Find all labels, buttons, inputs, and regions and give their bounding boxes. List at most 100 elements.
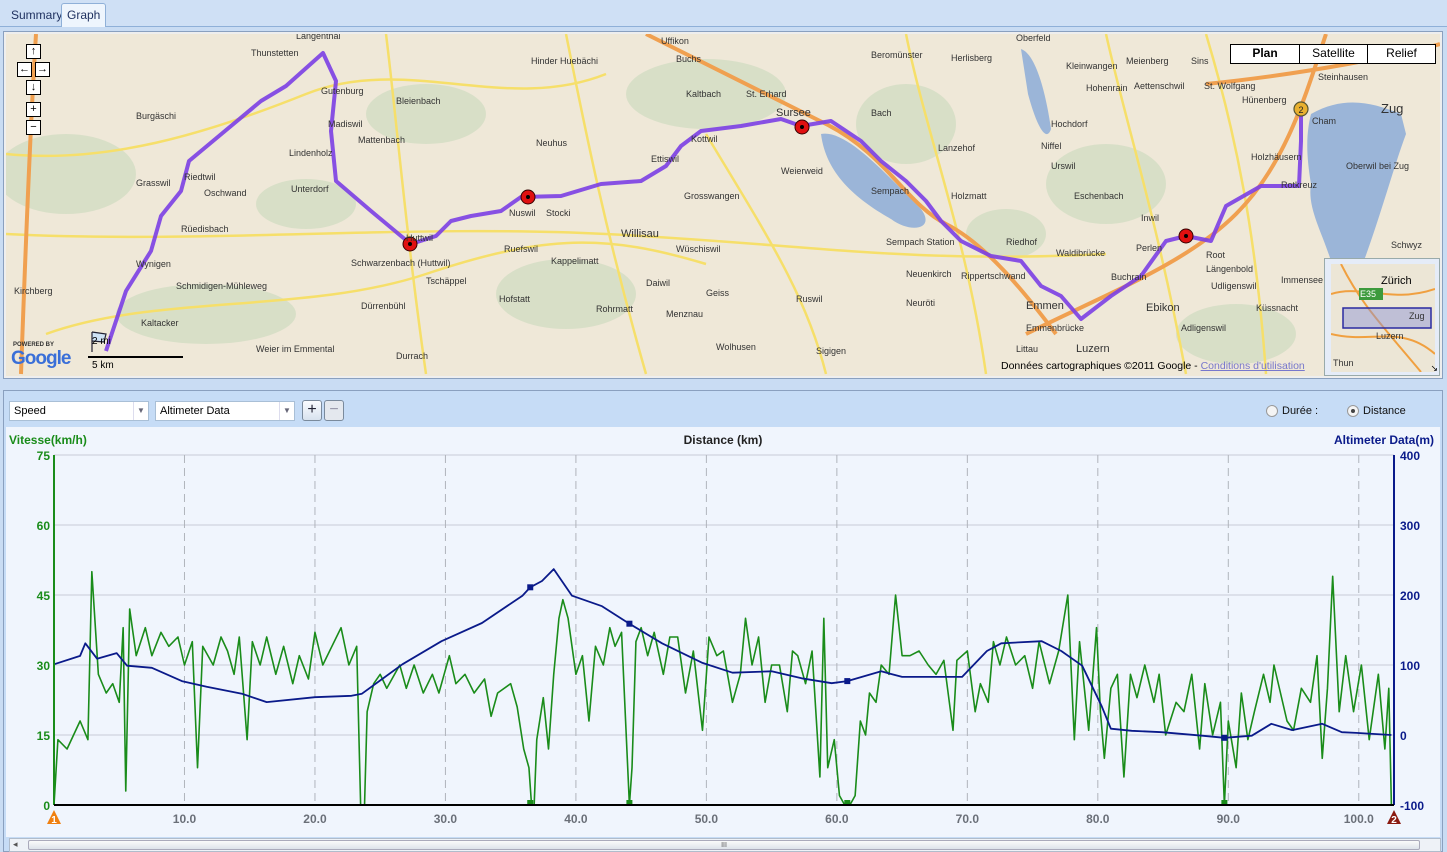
place-label: Küssnacht (1256, 303, 1299, 313)
place-label: St. Wolfgang (1204, 81, 1255, 91)
y-left-tick-label: 45 (37, 589, 51, 603)
place-label: Durrach (396, 351, 428, 361)
place-label: Udligenswil (1211, 281, 1257, 291)
overview-label: Luzern (1376, 331, 1404, 341)
place-label: Sempach Station (886, 237, 955, 247)
map-type-plan-button[interactable]: Plan (1252, 46, 1278, 60)
x-tick-label: 10.0 (173, 812, 197, 826)
remove-series-button[interactable]: − (324, 400, 344, 421)
forest-area (966, 209, 1046, 259)
place-label: Neuhus (536, 138, 568, 148)
pan-up-icon[interactable]: ↑ (26, 44, 41, 59)
lake-baldegg (1021, 49, 1051, 135)
map-type-satellite-button[interactable]: Satellite (1299, 45, 1367, 63)
place-label: Sins (1191, 56, 1209, 66)
place-label: Rüedisbach (181, 224, 229, 234)
terms-link[interactable]: Conditions d'utilisation (1200, 360, 1305, 372)
road (6, 72, 607, 158)
horizontal-scrollbar[interactable]: ◂ III (9, 838, 1441, 852)
stop-marker (844, 800, 851, 806)
place-label: Adligenswil (1181, 323, 1226, 333)
place-label: St. Erhard (746, 89, 787, 99)
chart-title: Distance (km) (684, 433, 763, 447)
tab-bar: Summary Graph (0, 0, 1447, 27)
place-label: Eschenbach (1074, 191, 1124, 201)
highway (1025, 34, 1328, 336)
place-label: Cham (1312, 116, 1336, 126)
y-right-tick-label: -100 (1400, 799, 1424, 813)
highway (19, 34, 38, 375)
map-canvas[interactable]: 2 Langenthal Thunstetten Burgäschi Riedtwil G… (6, 34, 1440, 376)
highway (645, 34, 1058, 336)
pan-left-icon[interactable]: ← (17, 62, 32, 77)
map-panel: 2 Langenthal Thunstetten Burgäschi Riedtwil G… (3, 31, 1443, 379)
overview-label: Zug (1409, 311, 1425, 321)
place-label: Wynigen (136, 259, 171, 269)
start-marker-label: 1 (51, 815, 57, 826)
forest-area (1046, 144, 1166, 224)
road (1104, 34, 1188, 375)
overview-label: Thun (1333, 358, 1354, 368)
overview-label: Zürich (1381, 275, 1412, 287)
place-label: Geiss (706, 288, 730, 298)
place-label: Inwil (1141, 213, 1159, 223)
y-left-tick-label: 30 (37, 659, 51, 673)
place-label: Herlisberg (951, 53, 992, 63)
overview-map[interactable]: E35 Zürich Zug Luzern Thun ↘ (1324, 258, 1440, 376)
waypoint-marker-dot (1184, 234, 1188, 238)
chart-background (6, 427, 1440, 837)
place-label: Huttwil (406, 233, 433, 243)
right-series-select[interactable]: Altimeter Data ▼ (155, 401, 295, 421)
scroll-thumb[interactable]: III (28, 840, 1420, 850)
y-right-axis-label: Altimeter Data(m) (1334, 433, 1434, 447)
road (45, 241, 707, 336)
place-label: Hochdorf (1051, 119, 1088, 129)
place-label: Ruswil (796, 294, 823, 304)
add-series-button[interactable]: + (302, 400, 322, 421)
place-label: Steinhausen (1318, 72, 1368, 82)
place-label: Emmenbrücke (1026, 323, 1084, 333)
place-label: Ruefswil (504, 244, 538, 254)
zoom-out-icon[interactable]: − (26, 120, 41, 135)
place-label: Kappelimatt (551, 256, 599, 266)
y-left-tick-label: 0 (43, 799, 50, 813)
forest-area (256, 179, 356, 229)
place-label: Holzhäusern (1251, 152, 1302, 162)
place-label: Kleinwangen (1066, 61, 1118, 71)
left-series-select[interactable]: Speed ▼ (9, 401, 149, 421)
map-type-relief-button[interactable]: Relief (1367, 45, 1435, 63)
tab-graph[interactable]: Graph (61, 3, 107, 27)
duration-radio[interactable]: Durée : (1266, 405, 1318, 417)
forest-area (1176, 304, 1296, 364)
graph-panel: Speed ▼ Altimeter Data ▼ + − Durée : Dista… (3, 390, 1443, 852)
radio-icon (1266, 405, 1278, 417)
pan-right-icon[interactable]: → (35, 62, 50, 77)
scroll-left-icon[interactable]: ◂ (13, 839, 18, 849)
y-left-tick-label: 75 (37, 449, 51, 463)
radio-selected-icon (1347, 405, 1359, 417)
zoom-in-icon[interactable]: + (26, 102, 41, 117)
road (704, 133, 828, 375)
place-label: Sursee (776, 107, 811, 119)
altitude-series-line (53, 568, 1392, 739)
place-label: Thunstetten (251, 48, 299, 58)
forest-area (626, 59, 786, 129)
place-label: Weier im Emmental (256, 344, 334, 354)
map-drawing: 2 Langenthal Thunstetten Burgäschi Riedtwil G… (6, 34, 1440, 375)
expand-overview-icon[interactable]: ↘ (1430, 363, 1438, 373)
place-label: Neuröti (906, 298, 935, 308)
place-label: Weierweid (781, 166, 823, 176)
tab-summary[interactable]: Summary (11, 8, 63, 22)
place-label: Buchs (676, 54, 702, 64)
place-label: Immensee (1281, 275, 1323, 285)
place-label: Oberfeld (1016, 34, 1051, 43)
chart: Vitesse(km/h) Distance (km) Altimeter Da… (6, 427, 1440, 837)
place-label: Bach (871, 108, 892, 118)
road (384, 34, 428, 375)
pan-down-icon[interactable]: ↓ (26, 80, 41, 95)
place-label: Wüschiswil (676, 244, 721, 254)
place-label: Stocki (546, 208, 571, 218)
duration-label: Durée : (1282, 405, 1319, 417)
y-right-tick-label: 300 (1400, 519, 1420, 533)
distance-radio[interactable]: Distance (1347, 405, 1406, 417)
